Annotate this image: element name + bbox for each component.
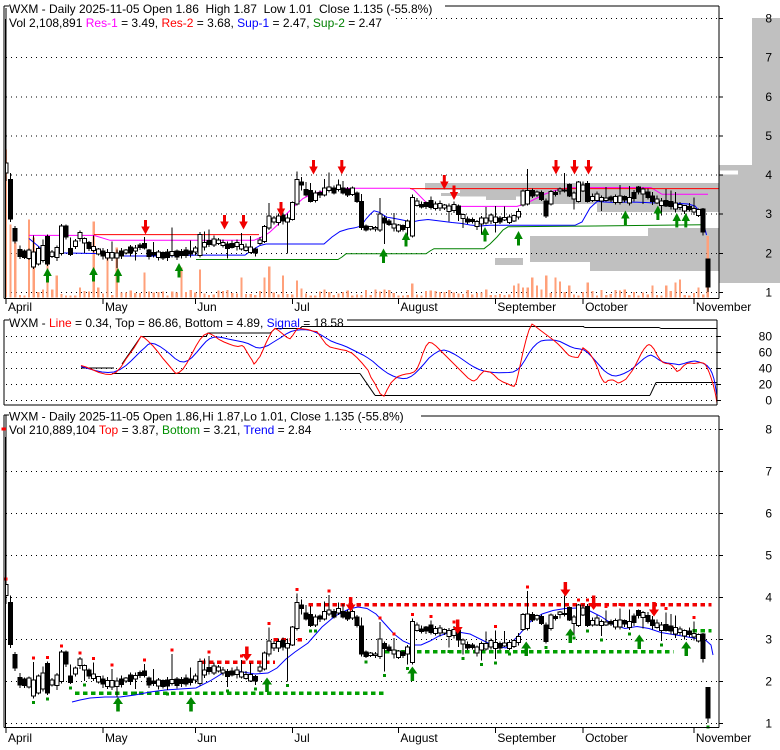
svg-text:Vol 2,108,891 Res-1 = 3.49, Re: Vol 2,108,891 Res-1 = 3.49, Res-2 = 3.68…: [9, 16, 382, 30]
svg-text:WXM - Line = 0.34, Top = 86.86: WXM - Line = 0.34, Top = 86.86, Bottom =…: [9, 316, 344, 330]
svg-text:WXM - Daily 2025-11-05 Open 1.: WXM - Daily 2025-11-05 Open 1.86,Hi 1.87…: [9, 410, 404, 424]
svg-text:7: 7: [765, 465, 772, 479]
svg-text:40: 40: [759, 362, 773, 376]
svg-text:Vol 210,889,104 Top = 3.87, Bo: Vol 210,889,104 Top = 3.87, Bottom = 3.2…: [9, 423, 312, 437]
svg-text:April: April: [8, 731, 32, 745]
svg-text:May: May: [105, 300, 128, 314]
svg-text:August: August: [400, 300, 438, 314]
svg-text:3: 3: [765, 207, 772, 221]
svg-text:November: November: [696, 300, 751, 314]
svg-text:Jul: Jul: [294, 731, 309, 745]
svg-text:20: 20: [759, 378, 773, 392]
svg-text:5: 5: [765, 549, 772, 563]
svg-text:8: 8: [765, 11, 772, 25]
svg-text:0: 0: [765, 394, 772, 408]
svg-text:September: September: [497, 731, 556, 745]
svg-text:October: October: [585, 300, 628, 314]
svg-text:Jun: Jun: [197, 731, 216, 745]
svg-text:Jul: Jul: [294, 300, 309, 314]
svg-text:April: April: [8, 300, 32, 314]
svg-text:60: 60: [759, 346, 773, 360]
svg-text:3: 3: [765, 633, 772, 647]
svg-text:Jun: Jun: [197, 300, 216, 314]
svg-text:4: 4: [765, 591, 772, 605]
svg-text:1: 1: [765, 717, 772, 731]
svg-text:6: 6: [765, 90, 772, 104]
svg-text:WXM - Daily 2025-11-05 Open 1.: WXM - Daily 2025-11-05 Open 1.86 High 1.…: [9, 2, 432, 16]
svg-text:November: November: [696, 731, 751, 745]
svg-text:August: August: [400, 731, 438, 745]
svg-text:2: 2: [765, 246, 772, 260]
svg-text:October: October: [585, 731, 628, 745]
svg-text:5: 5: [765, 129, 772, 143]
svg-text:4: 4: [765, 168, 772, 182]
svg-text:May: May: [105, 731, 128, 745]
svg-text:September: September: [497, 300, 556, 314]
svg-text:8: 8: [765, 423, 772, 437]
svg-text:7: 7: [765, 51, 772, 65]
svg-text:1: 1: [765, 286, 772, 300]
svg-text:80: 80: [759, 330, 773, 344]
svg-text:2: 2: [765, 675, 772, 689]
svg-text:6: 6: [765, 507, 772, 521]
